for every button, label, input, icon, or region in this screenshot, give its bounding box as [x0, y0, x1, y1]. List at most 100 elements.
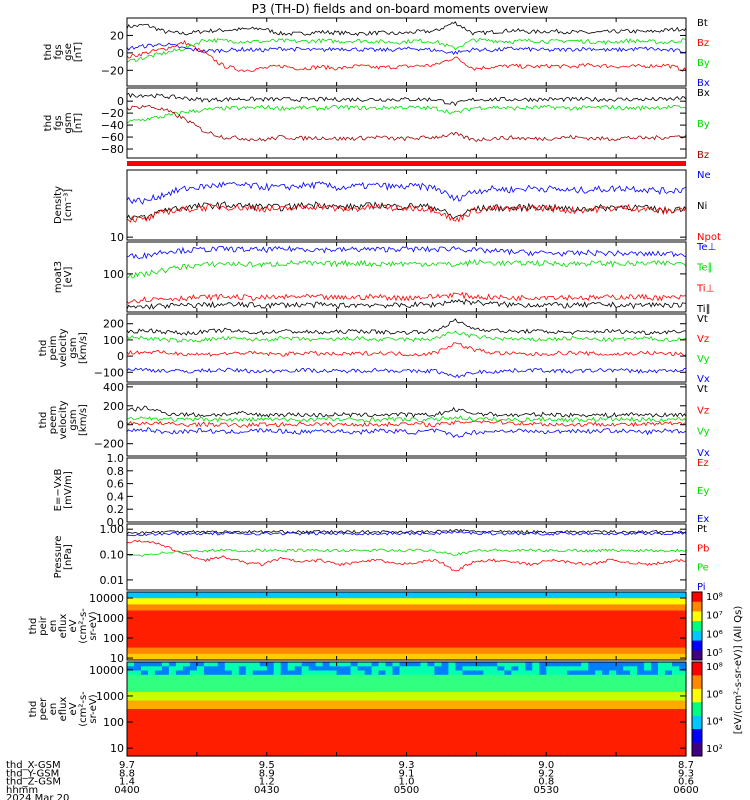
series-line-peem-velocity-2 — [126, 415, 687, 423]
y-axis-label: (cm²-s- — [78, 608, 89, 644]
x-tick-label: 9.7 — [119, 760, 135, 771]
y-axis-label: [eV] — [63, 267, 74, 288]
y-tick-label: 0.4 — [107, 490, 125, 503]
y-tick-label: 0.6 — [107, 478, 125, 491]
x-tick-label: 9.0 — [538, 760, 554, 771]
panel-peem-velocity: Vt Vz Vy Vx 400 200 0 −200 thd peem velocity gsm [km… — [38, 381, 710, 459]
colorbar-tick: 10² — [706, 744, 723, 755]
panel-pressure: Pt Pb Pe Pi 1.00 0.10 0.01 Pressure [nPa] — [53, 523, 709, 593]
y-axis-label: [cm⁻³] — [63, 189, 74, 221]
y-tick-label: 400 — [103, 381, 124, 394]
panel-peim-velocity: Vt Vz Vy Vx 200 100 0 −100 thd peim velocity gsm [km… — [38, 313, 710, 385]
y-tick-label: 1000 — [96, 690, 124, 703]
legend-entry: Vz — [697, 334, 709, 345]
y-tick-label: 1000 — [96, 612, 124, 625]
legend-entry: Bx — [697, 78, 710, 89]
y-tick-label: 10 — [110, 742, 124, 755]
colorbar-tick: 10⁵ — [706, 648, 723, 659]
y-axis-label: fgs — [53, 44, 64, 59]
legend-entry: Bz — [697, 150, 709, 161]
series-line-fgs-gse-2 — [126, 37, 687, 63]
x-tick-label: 9.3 — [678, 768, 694, 779]
legend-entry: Te⊥ — [696, 242, 716, 253]
y-tick-label: 100 — [103, 632, 124, 645]
x-tick-label: 8.7 — [678, 760, 694, 771]
x-row-label: thd_X-GSM — [6, 760, 61, 771]
x-tick-label: 0600 — [673, 785, 698, 796]
colorbar-tick: 10⁸ — [706, 592, 723, 603]
y-tick-label: 10000 — [89, 664, 124, 677]
series-line-peim-velocity-0 — [126, 318, 687, 336]
series-line-pressure-3 — [126, 531, 687, 537]
y-axis-label: fgs — [53, 115, 64, 130]
series-line-peem-velocity-3 — [126, 427, 687, 438]
panel-peir-eflux: 10⁸ 10⁷ 10⁶ 10⁵ 10000 1000 100 10 thd peir en eflux… — [28, 591, 723, 665]
series-line-peim-velocity-2 — [126, 330, 687, 343]
y-tick-label: −100 — [94, 366, 124, 379]
y-tick-label: −40 — [101, 119, 124, 132]
y-axis-label: sr-eV) — [88, 611, 99, 640]
series-line-temperature-0 — [126, 245, 687, 260]
y-tick-label: −200 — [94, 438, 124, 451]
y-axis-label: peem — [48, 406, 59, 434]
y-tick-label: −20 — [101, 64, 124, 77]
series-line-density-2 — [126, 202, 687, 223]
y-tick-label: 0.8 — [107, 465, 125, 478]
colorbar-tick: 10⁷ — [706, 611, 723, 622]
y-axis-label: gse — [63, 43, 74, 61]
x-tick-label: 8.9 — [259, 768, 275, 779]
legend-entry: Ti⊥ — [696, 283, 714, 294]
y-tick-label: 10 — [110, 231, 124, 244]
spectrogram-peer-eflux — [127, 662, 687, 757]
flag-strip — [127, 161, 686, 166]
y-axis-label: (cm²-s- — [78, 691, 89, 727]
legend-entry: Bx — [697, 88, 710, 99]
y-axis-label: thd — [38, 412, 49, 429]
series-line-temperature-1 — [126, 259, 687, 279]
x-tick-label: 0.6 — [678, 777, 694, 788]
colorbar-tick: 10⁶ — [706, 629, 723, 640]
series-line-fgs-gsm-2 — [126, 104, 687, 143]
y-axis-label: E=−VxB — [53, 469, 64, 512]
x-row-label: thd_Y-GSM — [6, 768, 59, 779]
legend-entry: Pb — [697, 543, 709, 554]
y-axis-label: thd — [43, 115, 54, 132]
spectrogram-peir-eflux — [127, 592, 687, 661]
panel-efield: Ez Ey Ex 1.00.80.60.40.20.0 E=−VxB [mV/m] — [53, 452, 709, 529]
series-line-temperature-3 — [126, 298, 687, 310]
y-tick-label: 0 — [117, 350, 124, 363]
series-line-fgs-gse-0 — [126, 21, 687, 37]
legend-entry: Pt — [697, 524, 707, 535]
legend-entry: Npot — [697, 232, 721, 243]
series-line-peim-velocity-3 — [126, 367, 687, 379]
series-line-fgs-gsm-1 — [126, 104, 687, 124]
x-tick-label: 0500 — [394, 785, 419, 796]
legend-entry: Ex — [697, 514, 709, 525]
y-axis-label: thd — [38, 340, 49, 357]
x-tick-label: 0430 — [254, 785, 279, 796]
legend-entry: Pi — [697, 582, 706, 593]
y-axis-label: [mV/m] — [63, 471, 74, 509]
legend-entry: Vy — [697, 354, 710, 365]
y-axis-label: Pressure — [53, 536, 64, 579]
legend-entry: Ne — [697, 170, 711, 181]
legend-entry: Ez — [697, 458, 709, 469]
legend-entry: Vt — [697, 314, 708, 325]
y-axis-label: peer — [38, 697, 49, 721]
y-axis-label: en — [48, 703, 59, 716]
y-axis-label: peir — [38, 615, 49, 635]
y-axis-label: moat3 — [53, 261, 64, 293]
series-line-density-0 — [126, 181, 687, 205]
panel-temperature: Te⊥ Te∥ Ti⊥ Ti∥ 100 moat3 [eV] — [53, 241, 716, 315]
y-axis-label: [nT] — [73, 113, 84, 133]
colorbar-tick: 10⁸ — [706, 662, 723, 673]
legend-entry: Vx — [697, 374, 710, 385]
series-line-peem-velocity-0 — [126, 405, 687, 419]
x-tick-label: 1.0 — [399, 777, 415, 788]
y-axis-label: thd — [43, 44, 54, 61]
y-tick-label: 20 — [110, 29, 124, 42]
colorbar-tick: 10⁶ — [706, 689, 723, 700]
x-row-label: 2024 Mar 20 — [6, 793, 69, 800]
series-line-pressure-2 — [127, 548, 687, 557]
x-tick-label: 9.1 — [399, 768, 415, 779]
